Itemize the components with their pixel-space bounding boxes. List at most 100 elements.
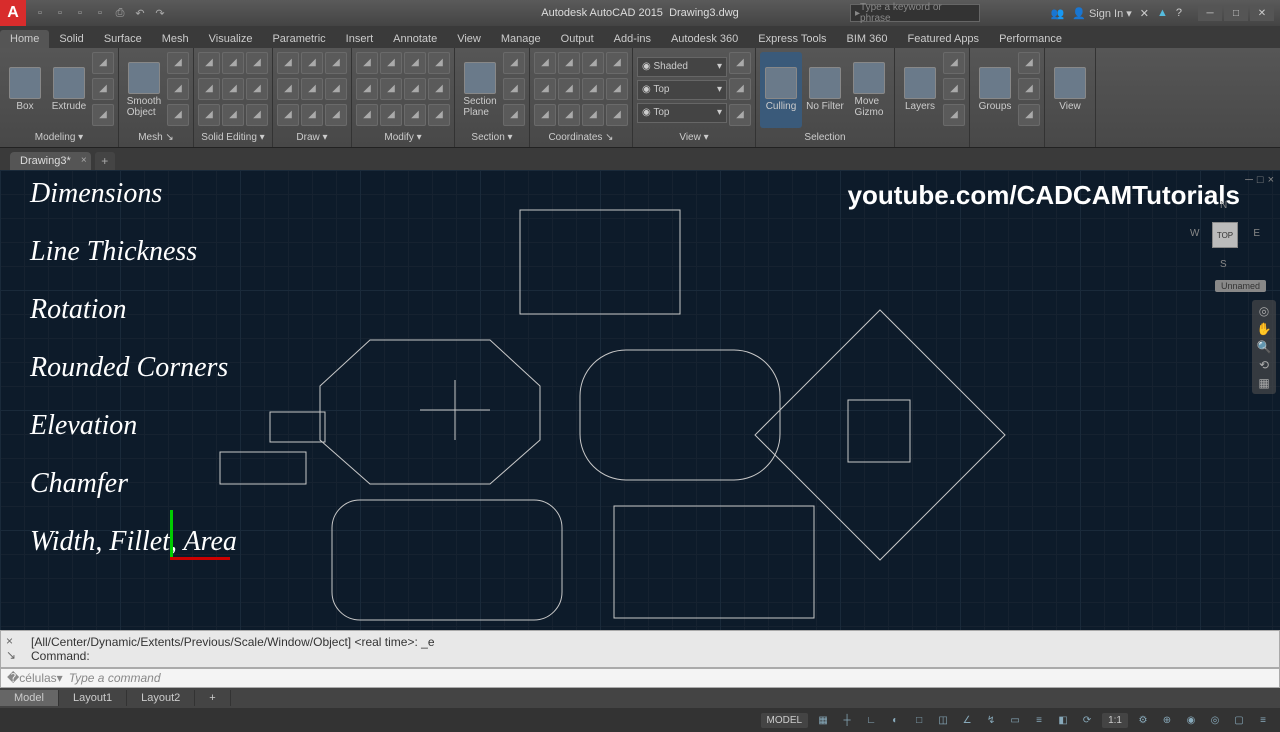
menu-tab-surface[interactable]: Surface	[94, 30, 152, 48]
workspace-icon[interactable]: ⚙	[1134, 711, 1152, 729]
open-icon[interactable]: ▫	[52, 5, 68, 21]
ribbon-small-button[interactable]: ◢	[246, 104, 268, 126]
plot-icon[interactable]: ⎙	[112, 5, 128, 21]
infocenter-icon[interactable]: 👥	[1050, 7, 1064, 20]
menu-tab-bim-360[interactable]: BIM 360	[837, 30, 898, 48]
menu-tab-output[interactable]: Output	[551, 30, 604, 48]
a360-icon[interactable]: ▲	[1157, 7, 1168, 19]
ribbon-small-button[interactable]: ◢	[380, 104, 402, 126]
ribbon-small-button[interactable]: ◢	[606, 104, 628, 126]
ribbon-small-button[interactable]: ◢	[301, 104, 323, 126]
snap-toggle-icon[interactable]: ┼	[838, 711, 856, 729]
save-icon[interactable]: ▫	[72, 5, 88, 21]
panel-label[interactable]: Draw ▾	[277, 129, 347, 145]
ribbon-small-button[interactable]: ◢	[167, 52, 189, 74]
ribbon-small-button[interactable]: ◢	[503, 78, 525, 100]
osnap-toggle-icon[interactable]: □	[910, 711, 928, 729]
panel-label[interactable]	[974, 129, 1040, 145]
pan-icon[interactable]: ✋	[1257, 322, 1272, 336]
ribbon-small-button[interactable]: ◢	[277, 78, 299, 100]
close-tab-icon[interactable]: ×	[81, 155, 87, 166]
ribbon-small-button[interactable]: ◢	[729, 78, 751, 100]
isolate-icon[interactable]: ◎	[1206, 711, 1224, 729]
ribbon-small-button[interactable]: ◢	[198, 52, 220, 74]
ribbon-small-button[interactable]: ◢	[428, 52, 450, 74]
menu-tab-mesh[interactable]: Mesh	[152, 30, 199, 48]
ribbon-small-button[interactable]: ◢	[246, 78, 268, 100]
ribbon-button-move[interactable]: MoveGizmo	[848, 52, 890, 128]
ribbon-small-button[interactable]: ◢	[167, 104, 189, 126]
ribbon-small-button[interactable]: ◢	[356, 104, 378, 126]
panel-label[interactable]: Mesh ↘	[123, 129, 189, 145]
panel-label[interactable]	[899, 129, 965, 145]
dynamic-input-icon[interactable]: ▭	[1006, 711, 1024, 729]
ribbon-button-extrude[interactable]: Extrude	[48, 52, 90, 128]
ribbon-small-button[interactable]: ◢	[428, 78, 450, 100]
ribbon-button-culling[interactable]: Culling	[760, 52, 802, 128]
ribbon-small-button[interactable]: ◢	[198, 78, 220, 100]
ribbon-small-button[interactable]: ◢	[404, 52, 426, 74]
ribbon-small-button[interactable]: ◢	[558, 52, 580, 74]
grid-toggle-icon[interactable]: ▦	[814, 711, 832, 729]
cmd-close-icon[interactable]: ×↘	[6, 634, 16, 662]
ribbon-small-button[interactable]: ◢	[943, 104, 965, 126]
hardware-accel-icon[interactable]: ◉	[1182, 711, 1200, 729]
saveas-icon[interactable]: ▫	[92, 5, 108, 21]
ribbon-small-button[interactable]: ◢	[380, 78, 402, 100]
ribbon-small-button[interactable]: ◢	[222, 78, 244, 100]
ribbon-button-box[interactable]: Box	[4, 52, 46, 128]
ribbon-small-button[interactable]: ◢	[222, 52, 244, 74]
visual-style-dropdown[interactable]: ◉ Top▾	[637, 80, 727, 100]
menu-tab-parametric[interactable]: Parametric	[262, 30, 335, 48]
undo-icon[interactable]: ↶	[132, 5, 148, 21]
add-layout-button[interactable]: +	[195, 690, 230, 706]
minimize-button[interactable]: ─	[1198, 5, 1222, 21]
ribbon-small-button[interactable]: ◢	[92, 52, 114, 74]
visual-style-dropdown[interactable]: ◉ Top▾	[637, 103, 727, 123]
menu-tab-solid[interactable]: Solid	[49, 30, 93, 48]
ribbon-small-button[interactable]: ◢	[428, 104, 450, 126]
ribbon-small-button[interactable]: ◢	[356, 78, 378, 100]
clean-screen-icon[interactable]: ▢	[1230, 711, 1248, 729]
help-search-input[interactable]: ▸ Type a keyword or phrase	[850, 4, 980, 22]
cycling-icon[interactable]: ⟳	[1078, 711, 1096, 729]
ribbon-small-button[interactable]: ◢	[277, 52, 299, 74]
customize-icon[interactable]: ≡	[1254, 711, 1272, 729]
ribbon-small-button[interactable]: ◢	[246, 52, 268, 74]
lineweight-icon[interactable]: ≡	[1030, 711, 1048, 729]
new-icon[interactable]: ▫	[32, 5, 48, 21]
new-tab-button[interactable]: +	[95, 152, 115, 170]
ribbon-button-smooth[interactable]: SmoothObject	[123, 52, 165, 128]
ribbon-small-button[interactable]: ◢	[582, 52, 604, 74]
ribbon-small-button[interactable]: ◢	[167, 78, 189, 100]
ribbon-small-button[interactable]: ◢	[582, 78, 604, 100]
panel-label[interactable]: Solid Editing ▾	[198, 129, 268, 145]
orbit-icon[interactable]: ⟲	[1259, 358, 1269, 372]
app-logo[interactable]: A	[0, 0, 26, 26]
menu-tab-express-tools[interactable]: Express Tools	[748, 30, 836, 48]
file-tab[interactable]: Drawing3*×	[10, 152, 91, 170]
ribbon-small-button[interactable]: ◢	[534, 104, 556, 126]
ribbon-small-button[interactable]: ◢	[1018, 78, 1040, 100]
viewcube[interactable]: N S W E TOP	[1190, 200, 1260, 270]
redo-icon[interactable]: ↷	[152, 5, 168, 21]
drawing-canvas[interactable]: ─ □ × DimensionsLine ThicknessRotationRo…	[0, 170, 1280, 630]
visual-style-dropdown[interactable]: ◉ Shaded▾	[637, 57, 727, 77]
menu-tab-visualize[interactable]: Visualize	[199, 30, 263, 48]
exchange-icon[interactable]: ✕	[1140, 7, 1149, 20]
ribbon-small-button[interactable]: ◢	[606, 78, 628, 100]
ribbon-small-button[interactable]: ◢	[92, 104, 114, 126]
menu-tab-add-ins[interactable]: Add-ins	[604, 30, 661, 48]
model-space-button[interactable]: MODEL	[761, 713, 809, 728]
layout-tab-layout1[interactable]: Layout1	[59, 690, 127, 706]
ribbon-small-button[interactable]: ◢	[356, 52, 378, 74]
layout-tab-model[interactable]: Model	[0, 690, 59, 706]
ribbon-small-button[interactable]: ◢	[534, 78, 556, 100]
ribbon-small-button[interactable]: ◢	[325, 78, 347, 100]
ribbon-small-button[interactable]: ◢	[503, 104, 525, 126]
signin-button[interactable]: 👤 Sign In ▾	[1072, 7, 1132, 20]
ribbon-small-button[interactable]: ◢	[404, 104, 426, 126]
view-unnamed-label[interactable]: Unnamed	[1215, 280, 1266, 292]
anno-scale[interactable]: 1:1	[1102, 713, 1128, 728]
otrack-icon[interactable]: ∠	[958, 711, 976, 729]
